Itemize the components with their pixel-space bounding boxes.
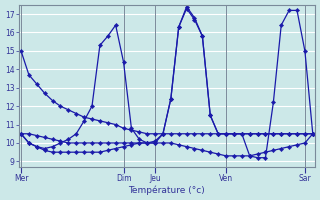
X-axis label: Température (°c): Température (°c)	[129, 186, 205, 195]
